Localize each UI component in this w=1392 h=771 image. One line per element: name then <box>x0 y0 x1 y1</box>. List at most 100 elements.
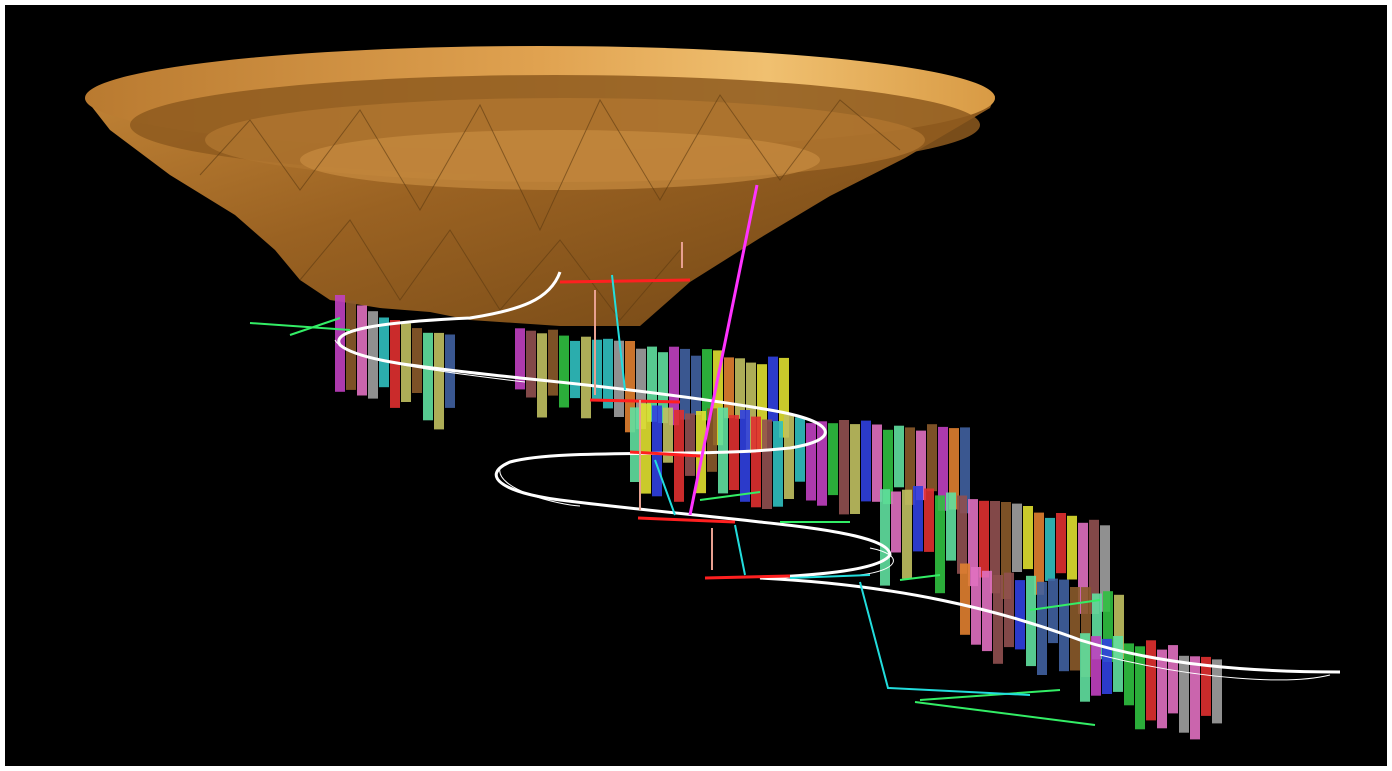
stope-block <box>685 413 695 476</box>
stope-block <box>537 333 547 418</box>
stope-block <box>614 340 624 417</box>
shaft <box>688 184 759 516</box>
stope-block <box>957 495 967 574</box>
stope-block <box>1146 640 1156 721</box>
stope-block <box>806 423 816 501</box>
stope-block <box>630 407 640 482</box>
stope-block <box>1078 522 1088 614</box>
stope-block <box>636 348 646 430</box>
stope-block <box>1103 591 1113 662</box>
stope-block <box>883 429 893 505</box>
stope-block <box>1168 645 1178 714</box>
stope-block <box>357 305 367 396</box>
stope-block <box>779 357 789 438</box>
pit-floor <box>300 130 820 190</box>
stope-block <box>1026 575 1036 667</box>
stope-block <box>1212 659 1222 724</box>
stope-block <box>1114 594 1124 660</box>
stope-block <box>658 352 668 424</box>
stope-block <box>434 332 444 430</box>
stope-block <box>872 424 882 502</box>
stope-block <box>828 423 838 496</box>
stope-block <box>949 428 959 510</box>
stope-block <box>1015 580 1025 650</box>
stope-block <box>960 427 970 514</box>
stope-block <box>1056 513 1066 574</box>
stope-block <box>1067 515 1077 580</box>
drive <box>249 317 1101 726</box>
stope-block <box>702 349 712 421</box>
stope-block <box>817 421 827 506</box>
stope-block <box>1004 572 1014 648</box>
stope-block <box>680 348 690 420</box>
stope-block <box>902 489 912 579</box>
stope-block <box>1045 517 1055 581</box>
stope-block <box>1100 525 1110 612</box>
stope-block <box>724 357 734 419</box>
level <box>559 278 791 580</box>
stope-block <box>735 358 745 419</box>
stope-block <box>913 486 923 552</box>
stope-block <box>647 346 657 422</box>
stope-block <box>1034 512 1044 595</box>
stope-block <box>850 424 860 514</box>
stope-block <box>938 426 948 511</box>
stope-block <box>916 430 926 501</box>
stope-block <box>1012 503 1022 572</box>
workings <box>249 184 1341 726</box>
stope-block <box>768 356 778 422</box>
stope-block <box>968 499 978 587</box>
open-pit <box>85 46 995 326</box>
stope-block <box>707 408 717 472</box>
stope-block <box>1179 655 1189 733</box>
stope-block <box>1190 656 1200 740</box>
stope-block <box>1070 587 1080 671</box>
stope-block <box>795 417 805 482</box>
stope-block <box>757 364 767 450</box>
stope-block <box>401 323 411 402</box>
stope-block <box>718 407 728 494</box>
stope-block <box>740 410 750 502</box>
stope-block <box>1080 633 1090 702</box>
stope-block <box>603 338 613 409</box>
stope-block <box>1113 636 1123 692</box>
stope-block <box>927 424 937 492</box>
stope-block <box>663 407 673 463</box>
pit-facets <box>199 94 901 321</box>
stope-block <box>751 416 761 508</box>
stope-block <box>971 567 981 645</box>
stope-block <box>515 328 525 390</box>
stope-block <box>935 495 945 594</box>
stope-block <box>1023 506 1033 570</box>
stope-block <box>691 355 701 416</box>
stope-block <box>990 501 1000 594</box>
stope-block <box>592 339 602 402</box>
stope-block <box>762 419 772 509</box>
stope-block <box>1001 502 1011 599</box>
stope-block <box>641 403 651 494</box>
stope-block <box>1091 636 1101 696</box>
stope-block <box>1081 587 1091 677</box>
stope-block <box>1135 646 1145 730</box>
vent <box>611 274 1031 696</box>
stope-block <box>773 421 783 507</box>
stope-block <box>1124 643 1134 706</box>
stope-block <box>1048 578 1058 644</box>
stope-block <box>581 336 591 419</box>
stope-block <box>891 491 901 553</box>
stope-block <box>625 341 635 433</box>
stopes <box>335 295 1222 740</box>
stope-block <box>346 300 356 390</box>
stope-block <box>652 405 662 497</box>
stope-block <box>379 317 389 388</box>
stope-block <box>1092 593 1102 660</box>
stope-block <box>1157 649 1167 729</box>
stope-block <box>559 335 569 408</box>
stope-block <box>924 488 934 552</box>
stope-block <box>894 425 904 488</box>
stope-block <box>1059 579 1069 672</box>
stope-block <box>713 350 723 446</box>
stope-block <box>784 414 794 499</box>
